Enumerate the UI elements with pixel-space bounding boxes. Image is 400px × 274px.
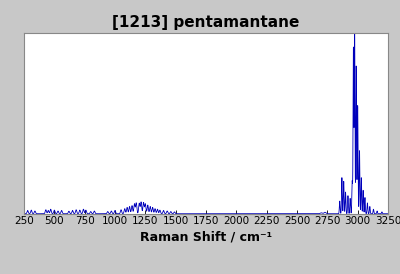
Title: [1213] pentamantane: [1213] pentamantane	[112, 15, 300, 30]
X-axis label: Raman Shift / cm⁻¹: Raman Shift / cm⁻¹	[140, 231, 272, 244]
